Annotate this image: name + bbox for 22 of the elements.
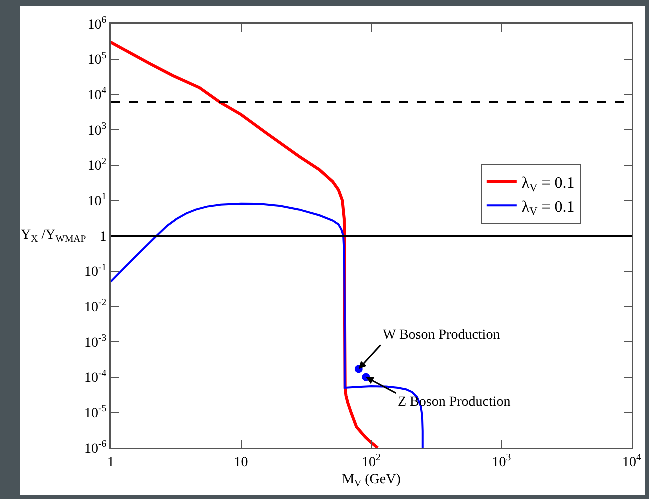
x-tick-label: 10$^{4}$ xyxy=(622,452,642,470)
y-tick-label: 10$^{-5}$ xyxy=(84,404,107,422)
x-axis-title: M$_{V}$ (GeV) xyxy=(342,472,402,490)
y-tick-label: 10$^{6}$ xyxy=(88,15,107,33)
x-tick-label: 10 xyxy=(234,455,248,470)
y-tick-label: 10$^{-3}$ xyxy=(84,333,107,351)
y-tick-label: 10$^{5}$ xyxy=(88,50,107,68)
y-tick-label: 10$^{-4}$ xyxy=(84,368,107,386)
y-axis-title: Y$_{X}$ /Y$_{WMAP}$ xyxy=(21,228,87,245)
x-tick-label: 10$^{3}$ xyxy=(492,452,512,470)
x-tick-label: 10$^{2}$ xyxy=(362,452,382,470)
y-tick-label: 10$^{2}$ xyxy=(88,156,107,174)
y-tick-label: 10$^{-2}$ xyxy=(84,298,107,316)
annotation: W Boson Production xyxy=(383,328,500,343)
y-tick-label: 10$^{-6}$ xyxy=(84,439,107,457)
legend-label: λ$_{V}$ = 0.1 xyxy=(522,175,575,194)
y-tick-label: 1 xyxy=(100,230,107,245)
y-tick-label: 10$^{4}$ xyxy=(88,86,107,104)
y-tick-label: 10$^{-1}$ xyxy=(84,262,107,280)
y-tick-label: 10$^{1}$ xyxy=(88,192,107,210)
legend-label: λ$_{V}$ = 0.1 xyxy=(522,198,575,218)
y-tick-label: 10$^{3}$ xyxy=(88,121,107,139)
